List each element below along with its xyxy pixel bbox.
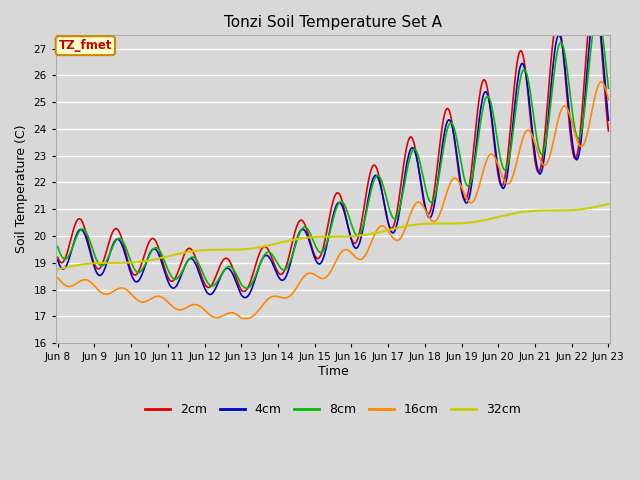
Line: 2cm: 2cm xyxy=(58,0,609,291)
Y-axis label: Soil Temperature (C): Soil Temperature (C) xyxy=(15,125,28,253)
8cm xyxy=(64,254,72,260)
4cm xyxy=(54,257,61,263)
8cm xyxy=(243,285,251,291)
4cm xyxy=(591,3,599,9)
Title: Tonzi Soil Temperature Set A: Tonzi Soil Temperature Set A xyxy=(224,15,442,30)
32cm xyxy=(120,260,128,266)
4cm xyxy=(120,249,128,254)
32cm xyxy=(205,247,213,253)
2cm xyxy=(54,254,61,260)
8cm xyxy=(120,241,128,247)
8cm xyxy=(177,272,184,278)
8cm xyxy=(205,282,213,288)
4cm xyxy=(401,174,408,180)
2cm xyxy=(177,263,184,268)
8cm xyxy=(401,180,408,186)
8cm xyxy=(54,244,61,250)
Line: 32cm: 32cm xyxy=(58,204,609,269)
32cm xyxy=(416,221,424,227)
8cm xyxy=(605,85,612,91)
Legend: 2cm, 4cm, 8cm, 16cm, 32cm: 2cm, 4cm, 8cm, 16cm, 32cm xyxy=(140,398,526,421)
2cm xyxy=(401,155,408,161)
4cm xyxy=(64,260,72,266)
16cm xyxy=(120,286,128,291)
16cm xyxy=(54,275,61,281)
4cm xyxy=(241,295,249,300)
Line: 8cm: 8cm xyxy=(58,15,609,288)
16cm xyxy=(177,307,184,312)
2cm xyxy=(240,288,248,294)
8cm xyxy=(594,12,602,18)
32cm xyxy=(605,201,612,207)
16cm xyxy=(205,312,213,317)
2cm xyxy=(605,128,612,133)
Text: TZ_fmet: TZ_fmet xyxy=(59,39,112,52)
2cm xyxy=(120,244,128,250)
16cm xyxy=(598,79,605,85)
16cm xyxy=(401,227,408,233)
X-axis label: Time: Time xyxy=(317,365,348,378)
4cm xyxy=(205,291,213,297)
Line: 4cm: 4cm xyxy=(58,6,609,298)
4cm xyxy=(177,275,184,281)
32cm xyxy=(177,251,184,256)
8cm xyxy=(417,163,424,168)
32cm xyxy=(54,266,61,272)
16cm xyxy=(64,283,72,289)
Line: 16cm: 16cm xyxy=(58,82,609,319)
16cm xyxy=(605,97,612,103)
4cm xyxy=(417,178,424,184)
16cm xyxy=(243,316,250,322)
32cm xyxy=(64,264,72,270)
32cm xyxy=(400,224,408,229)
4cm xyxy=(605,117,612,123)
16cm xyxy=(417,200,424,206)
2cm xyxy=(417,180,424,186)
2cm xyxy=(205,285,213,290)
2cm xyxy=(64,248,72,254)
